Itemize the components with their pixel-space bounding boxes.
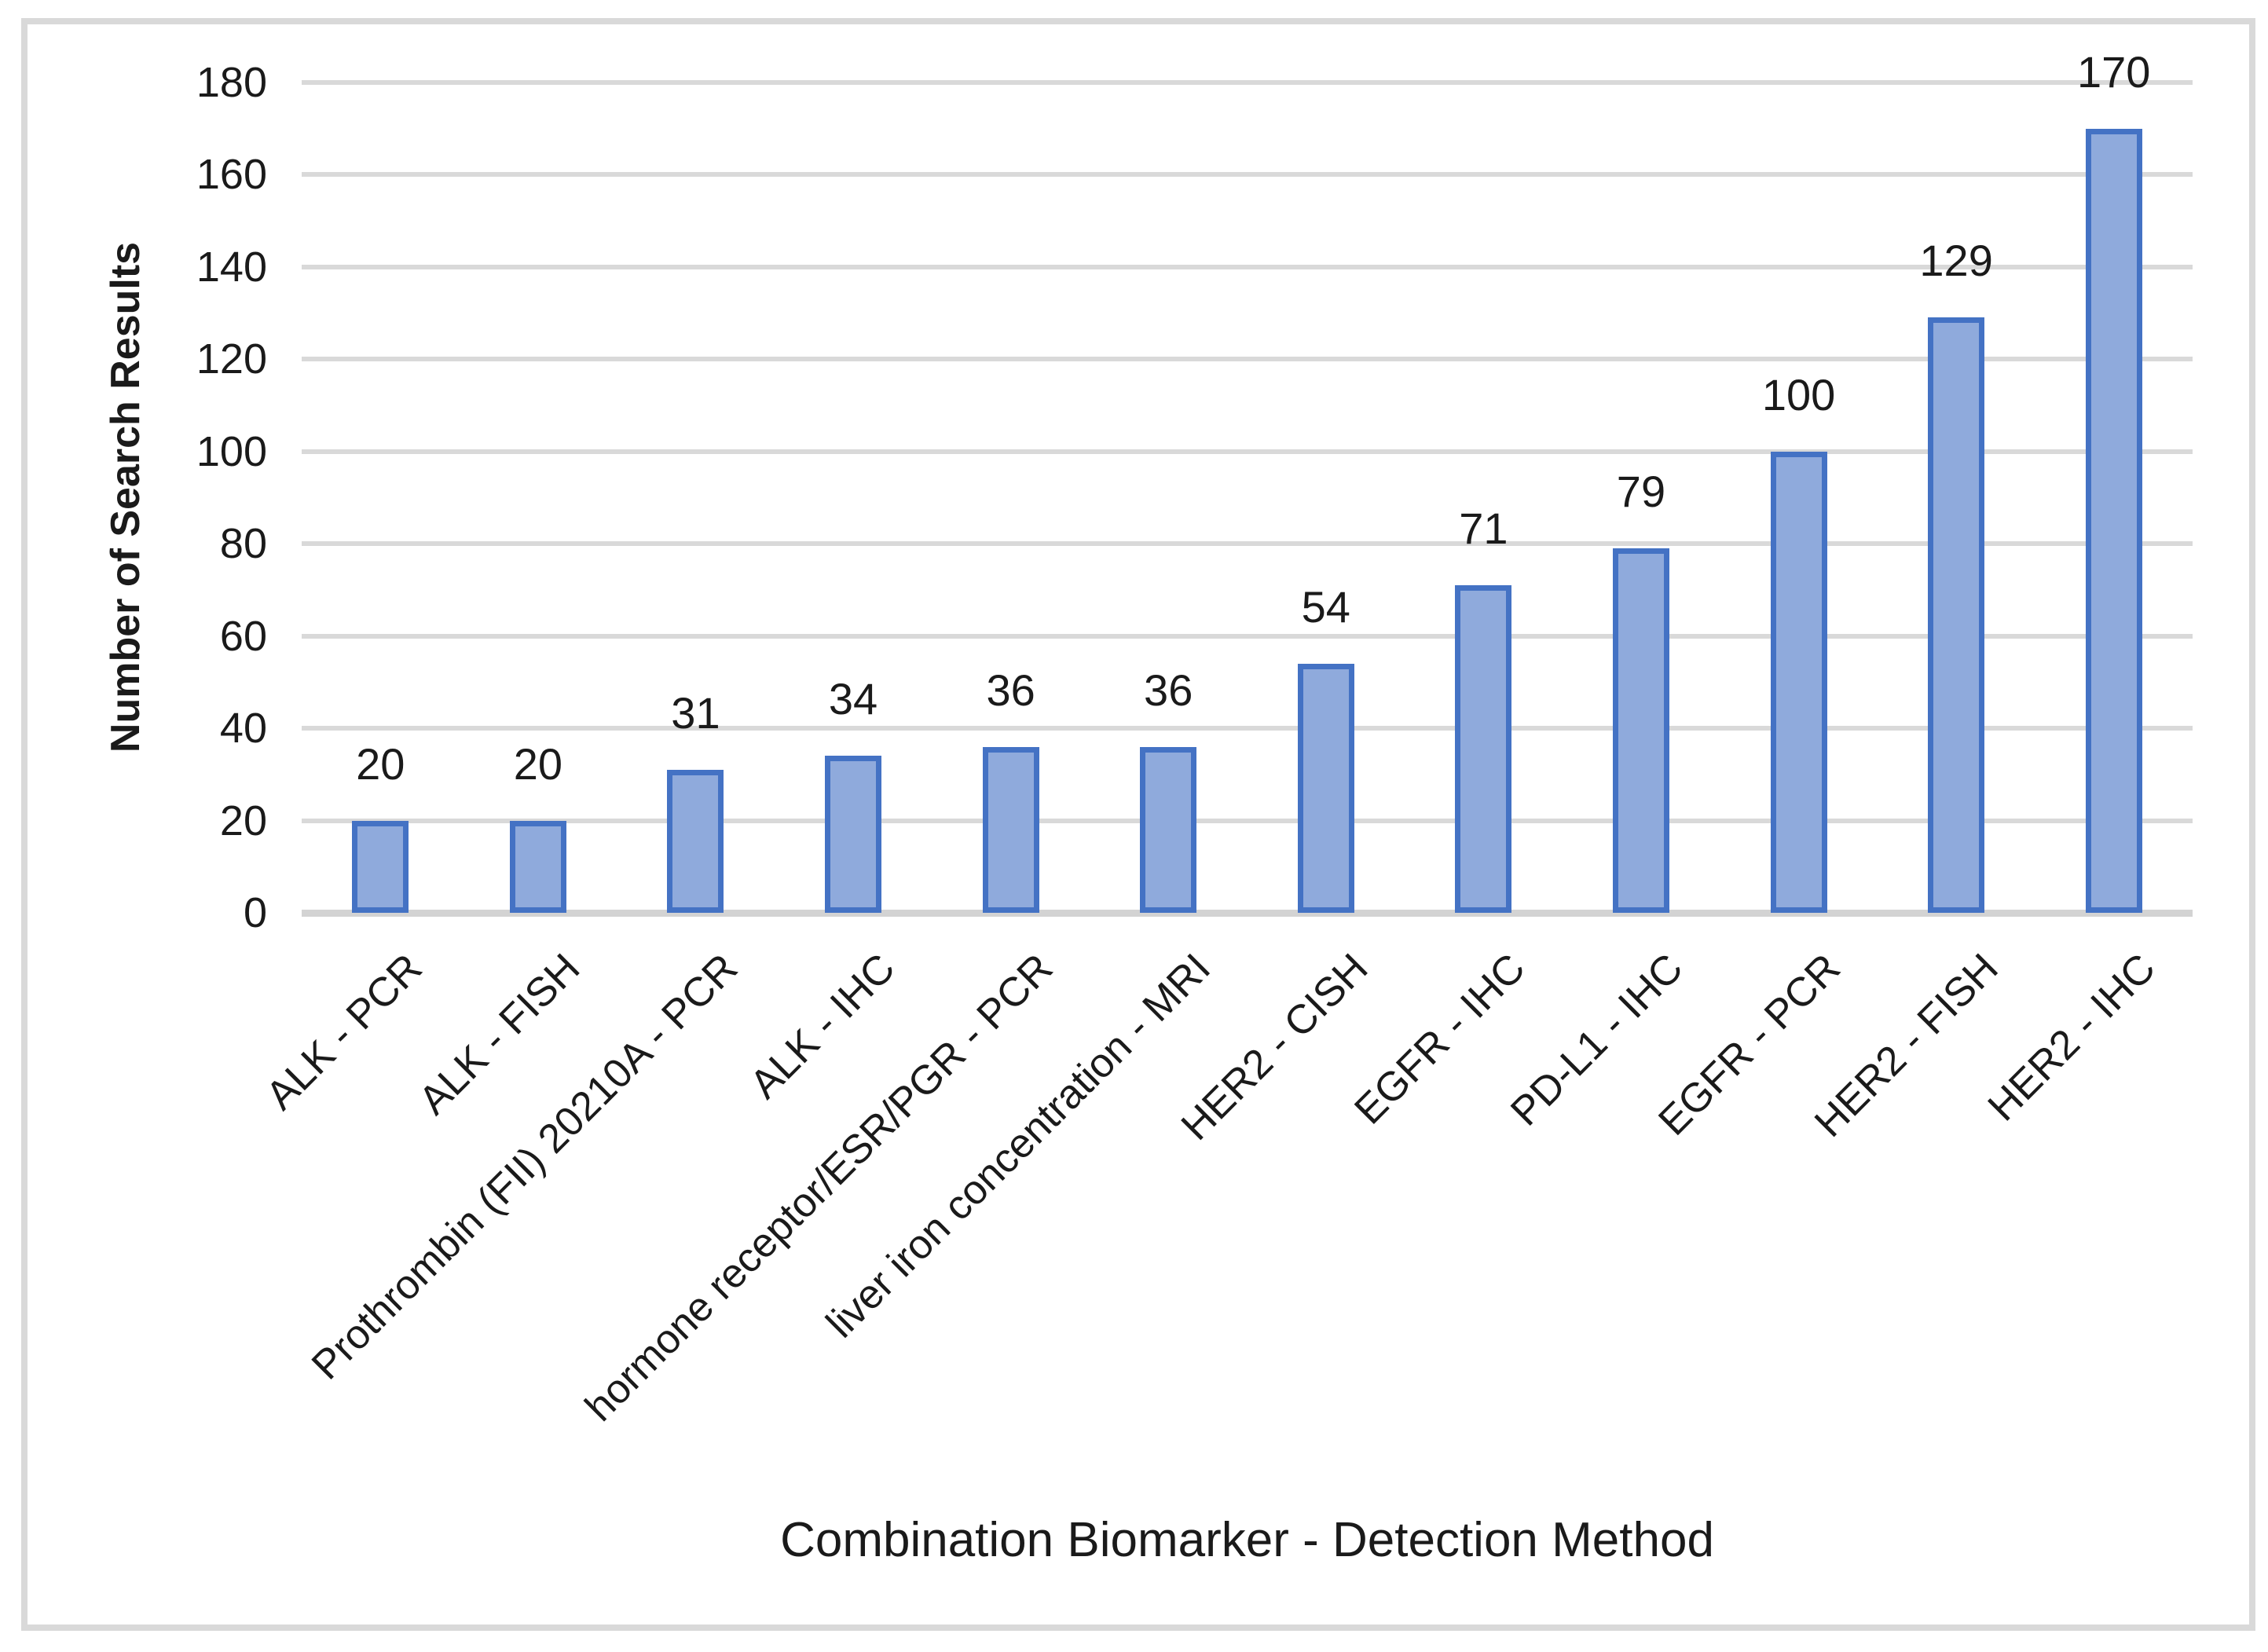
y-tick-label: 160	[196, 151, 267, 199]
y-gridline	[302, 80, 2193, 85]
bar-value-label: 100	[1761, 369, 1836, 419]
bar-value-label: 20	[356, 738, 405, 789]
bar	[1612, 548, 1669, 913]
bar	[509, 820, 566, 913]
bar-value-label: 71	[1459, 504, 1508, 554]
bar	[1770, 451, 1827, 913]
y-gridline	[302, 818, 2193, 823]
bar	[352, 820, 409, 913]
y-tick-label: 0	[243, 889, 267, 936]
y-tick-label: 60	[219, 612, 267, 660]
bar	[2085, 128, 2142, 913]
bar-value-label: 170	[2076, 46, 2151, 97]
y-gridline	[302, 449, 2193, 454]
y-tick-label: 120	[196, 335, 267, 383]
bar	[1140, 746, 1197, 913]
y-tick-label: 40	[219, 705, 267, 753]
y-tick-label: 140	[196, 243, 267, 291]
y-tick-label: 20	[219, 797, 267, 844]
y-tick-label: 100	[196, 427, 267, 475]
y-gridline	[302, 172, 2193, 178]
bar-value-label: 20	[513, 738, 563, 789]
y-gridline	[302, 726, 2193, 731]
y-axis-title: Number of Search Results	[103, 241, 148, 753]
bar	[825, 756, 882, 913]
bar	[1928, 317, 1985, 913]
bar	[667, 769, 724, 913]
y-gridline	[302, 264, 2193, 269]
bar	[982, 746, 1039, 913]
bar	[1455, 585, 1512, 913]
bar-value-label: 54	[1301, 581, 1350, 632]
bar-value-label: 79	[1616, 467, 1666, 517]
bar-value-label: 36	[986, 665, 1035, 715]
y-gridline	[302, 541, 2193, 547]
y-tick-label: 180	[196, 59, 267, 106]
y-gridline	[302, 633, 2193, 639]
bar-value-label: 34	[828, 674, 878, 724]
bar-value-label: 31	[671, 687, 720, 738]
bar-value-label: 129	[1919, 236, 1993, 286]
x-axis-line	[302, 910, 2193, 917]
bar	[1297, 663, 1354, 913]
y-tick-label: 80	[219, 520, 267, 568]
bar-value-label: 36	[1144, 665, 1193, 715]
x-axis-title: Combination Biomarker - Detection Method	[780, 1513, 1714, 1567]
y-gridline	[302, 357, 2193, 362]
